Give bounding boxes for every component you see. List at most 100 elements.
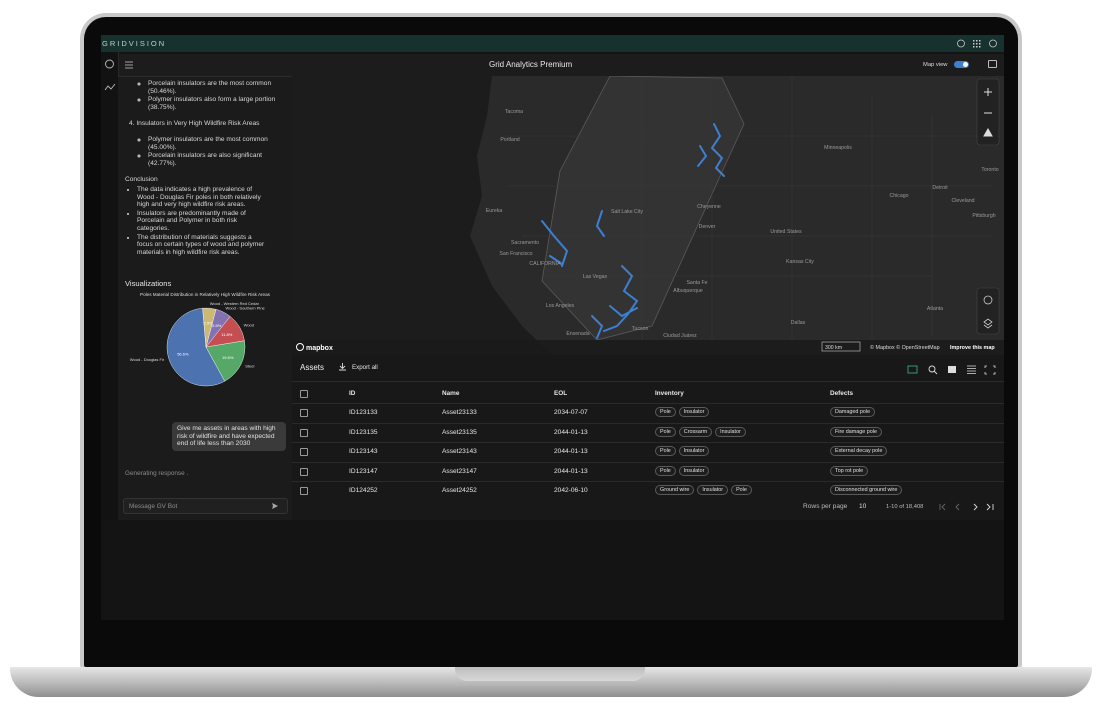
- table-tools[interactable]: [906, 364, 1001, 375]
- top-icons[interactable]: [956, 38, 1001, 49]
- asset-table: ID Name EOL Inventory Defects ID123133 Asset23…: [292, 381, 1004, 498]
- map-label: Ciudad Juárez: [663, 333, 697, 339]
- scale-box: [821, 341, 861, 352]
- column-header: EOL: [554, 390, 568, 397]
- map-label: Santa Fe: [686, 280, 707, 286]
- inventory-cell: Pole Insulator: [655, 407, 712, 417]
- message-input[interactable]: Message GV Bot: [123, 498, 288, 514]
- map-label: CALIFORNIA: [529, 261, 561, 267]
- row-checkbox: [300, 467, 308, 476]
- table-cell: Asset23135: [442, 428, 477, 436]
- map-label: Minneapolis: [824, 145, 852, 151]
- list-item: Porcelain insulators are the most common…: [148, 80, 276, 95]
- row-divider: [292, 442, 1004, 444]
- map-label: Albuquerque: [673, 288, 703, 294]
- inventory-chip: Insulator: [678, 465, 710, 476]
- column-header: Inventory: [655, 390, 684, 397]
- inventory-chip: Pole: [731, 485, 752, 496]
- map-label: Tacoma: [505, 109, 523, 115]
- table-cell: ID123135: [349, 428, 378, 436]
- column-header: ID: [349, 390, 356, 397]
- inventory-chip: Insulator: [678, 446, 710, 457]
- intro-list: Porcelain insulators are the most common…: [136, 80, 276, 112]
- list-item: The distribution of materials suggests a…: [137, 234, 268, 257]
- pie-slice: [205, 340, 246, 382]
- export-button[interactable]: Export all: [352, 364, 378, 371]
- row-checkbox: [300, 448, 308, 457]
- section-heading: 4. Insulators in Very High Wildfire Risk…: [129, 120, 260, 127]
- list-item: The data indicates a high prevalence of …: [137, 186, 268, 209]
- table-cell: 2034-07-07: [554, 409, 588, 416]
- map-ocean: [292, 76, 552, 355]
- conclusion-heading: Conclusion: [125, 176, 158, 183]
- map-label: Portland: [500, 137, 519, 143]
- chart-title: Poles Material Distribution in Relativel…: [140, 292, 271, 297]
- defect-chip: Disconnected ground wire: [830, 485, 903, 496]
- defect-chip: Damaged pole: [830, 407, 876, 417]
- list-item: Polymer insulators are the most common (…: [148, 136, 276, 151]
- inventory-cell: Pole Insulator: [655, 446, 712, 457]
- map-label: Los Angeles: [546, 303, 575, 309]
- list-item: Insulators are predominantly made of Por…: [137, 210, 268, 233]
- improve-link[interactable]: Improve this map: [950, 345, 995, 351]
- table-cell: 2042-06-10: [554, 487, 588, 495]
- row-checkbox: [300, 428, 308, 437]
- export-icon[interactable]: [338, 362, 347, 371]
- defect-chip: External decay pole: [830, 446, 888, 457]
- row-divider: [292, 481, 1004, 483]
- map-label: Chicago: [889, 193, 908, 199]
- map-label: Denver: [699, 224, 716, 230]
- laptop-notch: [455, 667, 645, 681]
- rail-icons[interactable]: [101, 52, 118, 102]
- inventory-chip: Insulator: [715, 426, 746, 437]
- table-title: Assets: [300, 363, 325, 372]
- send-icon[interactable]: [271, 502, 279, 510]
- status: Generating response .: [125, 470, 189, 477]
- table-cell: Asset24252: [442, 487, 477, 495]
- inventory-chip: Pole: [655, 446, 676, 457]
- input-placeholder: Message GV Bot: [129, 502, 178, 510]
- user-message: Give me assets in areas with high risk o…: [172, 422, 286, 451]
- inventory-cell: Ground wire Insulator Pole: [655, 485, 755, 496]
- list-item: Porcelain insulators are also significan…: [148, 152, 276, 167]
- rows-per-page[interactable]: 10: [859, 503, 867, 510]
- row-divider: [292, 403, 1004, 404]
- map-label: United States: [770, 229, 802, 235]
- pie-slice: [202, 307, 217, 348]
- asset-traces: [541, 123, 725, 339]
- inventory-chip: Insulator: [678, 407, 710, 417]
- slice-value-label: 6.5%: [212, 323, 222, 328]
- map-label: Detroit: [932, 185, 948, 191]
- rows-per-page-label: Rows per page: [803, 503, 848, 510]
- map-label: Pittsburgh: [972, 213, 995, 219]
- table-cell: 2044-01-13: [554, 428, 588, 436]
- pagination[interactable]: [937, 502, 999, 512]
- map-label: Sacramento: [511, 240, 539, 246]
- title-bar: Grid Analytics Premium Map view: [119, 54, 1004, 77]
- map-label: San Francisco: [499, 251, 532, 257]
- table-cell: ID123143: [349, 448, 378, 456]
- inventory-cell: Pole Insulator: [655, 465, 712, 476]
- map-label: Ensenada: [566, 331, 589, 337]
- section-list: Polymer insulators are the most common (…: [136, 136, 276, 168]
- pie-chart: Poles Material Distribution in Relativel…: [130, 292, 271, 387]
- conclusion-list: The data indicates a high prevalence of …: [125, 186, 268, 257]
- table-cell: Asset23147: [442, 467, 477, 475]
- row-divider: [292, 461, 1004, 463]
- service-area: [541, 76, 745, 341]
- zoom-controls[interactable]: [976, 78, 1000, 335]
- panel-icon[interactable]: [988, 60, 997, 68]
- app-title: Grid Analytics Premium: [489, 60, 573, 69]
- menu-icon[interactable]: [124, 60, 134, 70]
- inventory-chip: Insulator: [697, 485, 729, 496]
- defect-chip: Top rot pole: [830, 465, 869, 476]
- brand: GRIDVISION: [102, 39, 167, 48]
- table-cell: Asset23143: [442, 448, 477, 456]
- borders: [502, 76, 992, 355]
- slice-category-label: Wood: [244, 322, 254, 327]
- map-toggle[interactable]: [954, 61, 969, 68]
- table-cell: 2044-01-13: [554, 448, 588, 456]
- inventory-chip: Crossarm: [678, 426, 713, 437]
- table-cell: 2044-01-13: [554, 467, 588, 475]
